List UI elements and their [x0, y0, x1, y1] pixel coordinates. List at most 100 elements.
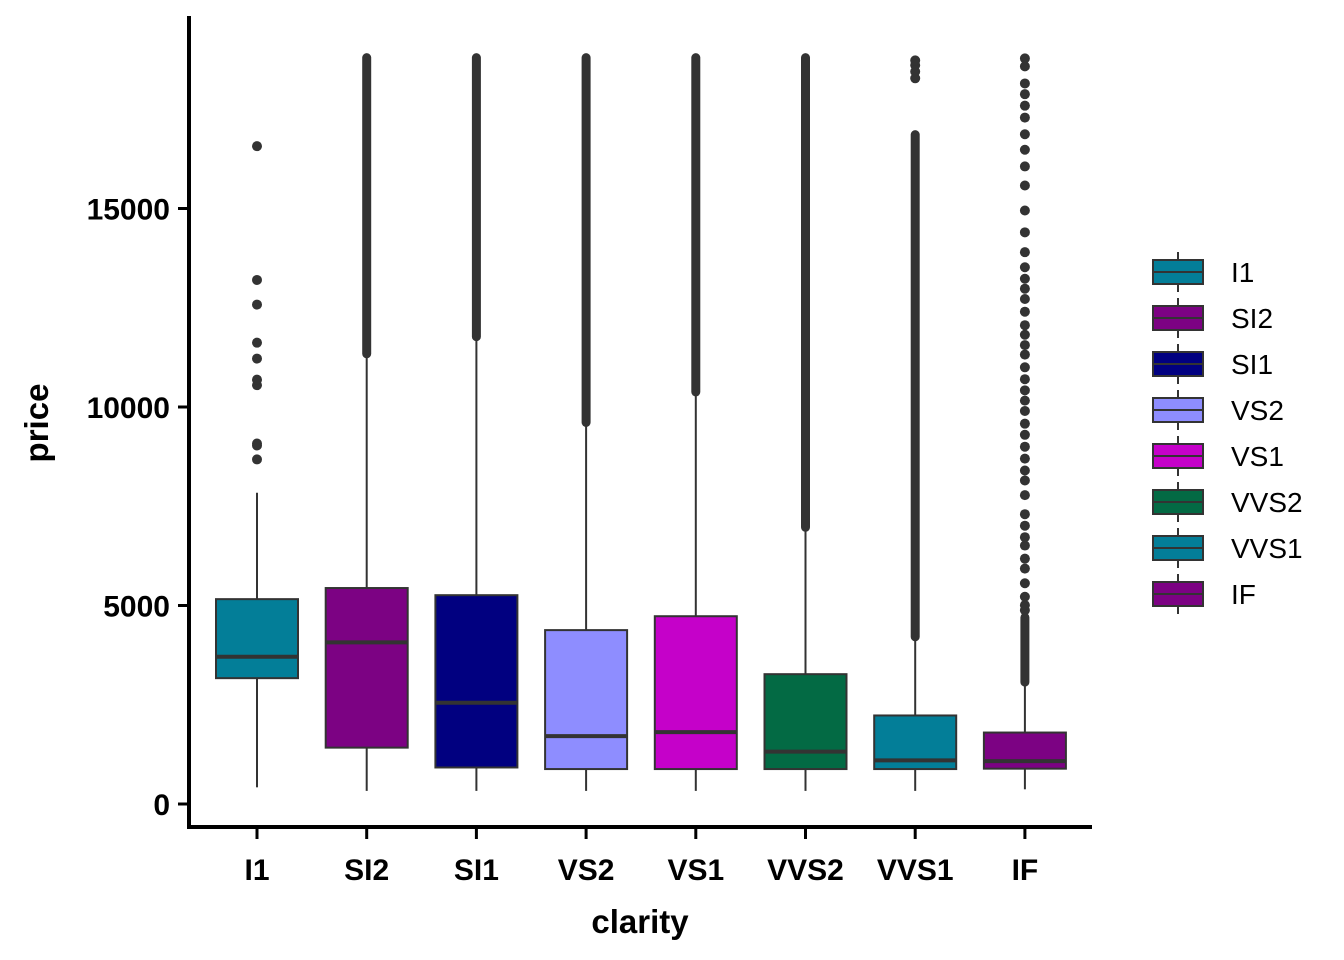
outlier-point	[1019, 129, 1030, 140]
x-tick-label: VVS1	[877, 854, 954, 887]
legend-label: I1	[1231, 257, 1254, 288]
x-tick-label: VS2	[558, 854, 615, 887]
outlier-point	[1019, 475, 1030, 486]
box-vvs2	[763, 673, 848, 771]
box-group-vs1	[653, 53, 738, 791]
outlier-point	[910, 55, 921, 66]
legend-item-if: IF	[1152, 574, 1256, 614]
outlier-point	[1019, 578, 1030, 589]
outlier-point	[1019, 329, 1030, 340]
x-ticks: I1 SI2 SI1 VS2 VS1 VVS2 VVS1 IF	[244, 827, 1038, 887]
outlier-point	[1019, 385, 1030, 396]
box-si2	[324, 587, 409, 749]
outlier-point	[1019, 273, 1030, 284]
box-if	[982, 731, 1067, 770]
outlier-point	[252, 274, 262, 285]
y-tick-label: 0	[153, 789, 170, 822]
axes-layer	[187, 16, 1092, 829]
legend-item-i1: I1	[1152, 252, 1254, 292]
outlier-point	[1019, 227, 1030, 238]
y-tick-label: 5000	[103, 591, 170, 624]
outlier-point	[1019, 418, 1030, 429]
outlier-point	[1019, 540, 1030, 551]
outlier-point	[1019, 553, 1030, 564]
outlier-point	[252, 438, 262, 449]
outlier-point	[1019, 53, 1030, 64]
outlier-point	[1019, 490, 1030, 501]
box-group-vvs2	[763, 53, 848, 791]
outlier-point	[252, 337, 262, 348]
x-tick-label: VS1	[667, 854, 724, 887]
boxes-layer	[215, 53, 1067, 791]
y-tick-label: 15000	[87, 194, 170, 227]
outlier-point	[252, 299, 262, 310]
box-vs2	[544, 629, 629, 771]
box-si1	[434, 594, 519, 769]
legend-label: VVS2	[1231, 487, 1303, 518]
outlier-point	[1019, 100, 1030, 111]
legend-item-si2: SI2	[1152, 298, 1273, 338]
x-tick-label: IF	[1012, 854, 1039, 887]
outlier-point	[1019, 306, 1030, 317]
x-tick-label: SI2	[344, 854, 389, 887]
outlier-point	[1019, 563, 1030, 574]
outlier-point	[1019, 405, 1030, 416]
outlier-point	[1019, 429, 1030, 440]
outlier-point	[1019, 320, 1030, 331]
box-group-i1	[215, 141, 299, 788]
box-group-vs2	[544, 53, 629, 791]
outlier-point	[252, 454, 262, 465]
outlier-point	[1019, 61, 1030, 72]
outlier-point	[1019, 374, 1030, 385]
y-ticks: 0 5000 10000 15000	[87, 194, 189, 822]
outlier-point	[252, 353, 262, 364]
outlier-point	[1019, 395, 1030, 406]
x-tick-label: I1	[244, 854, 269, 887]
x-tick-label: VVS2	[767, 854, 844, 887]
legend: I1 SI2 SI1 VS2 VS1 VVS2 VVS1 IF	[1152, 252, 1303, 614]
outlier-point	[1019, 283, 1030, 294]
outlier-point	[1019, 349, 1030, 360]
box-i1	[215, 598, 299, 680]
outlier-point	[1019, 509, 1030, 520]
outlier-point	[1019, 340, 1030, 351]
box-group-if	[982, 53, 1067, 790]
box-group-vvs1	[873, 55, 958, 791]
legend-label: SI1	[1231, 349, 1273, 380]
outlier-point	[252, 374, 262, 385]
outlier-point	[1019, 520, 1030, 531]
legend-item-vs1: VS1	[1152, 436, 1284, 476]
legend-item-si1: SI1	[1152, 344, 1273, 384]
legend-item-vvs1: VVS1	[1152, 528, 1303, 568]
legend-label: VVS1	[1231, 533, 1303, 564]
outlier-point	[1019, 78, 1030, 89]
outlier-point	[1019, 532, 1030, 543]
outlier-point	[1019, 247, 1030, 258]
legend-label: SI2	[1231, 303, 1273, 334]
outlier-point	[252, 141, 262, 152]
outlier-point	[1019, 591, 1030, 602]
box-group-si2	[324, 53, 409, 791]
outlier-point	[1019, 441, 1030, 452]
outlier-point	[1019, 89, 1030, 100]
outlier-point	[1019, 144, 1030, 155]
outlier-point	[1019, 362, 1030, 373]
y-tick-label: 10000	[87, 392, 170, 425]
outlier-point	[1019, 294, 1030, 305]
legend-item-vvs2: VVS2	[1152, 482, 1303, 522]
x-axis-title: clarity	[591, 903, 689, 940]
legend-label: IF	[1231, 579, 1256, 610]
legend-item-vs2: VS2	[1152, 390, 1284, 430]
outlier-point	[1019, 465, 1030, 476]
outlier-point	[1019, 453, 1030, 464]
box-vs1	[653, 615, 738, 771]
outlier-point	[1019, 180, 1030, 191]
box-group-si1	[434, 53, 519, 791]
outlier-point	[1019, 262, 1030, 273]
outlier-point	[1019, 600, 1030, 611]
y-axis-title: price	[18, 384, 55, 463]
outlier-point	[1019, 205, 1030, 216]
x-tick-label: SI1	[454, 854, 499, 887]
legend-label: VS2	[1231, 395, 1284, 426]
